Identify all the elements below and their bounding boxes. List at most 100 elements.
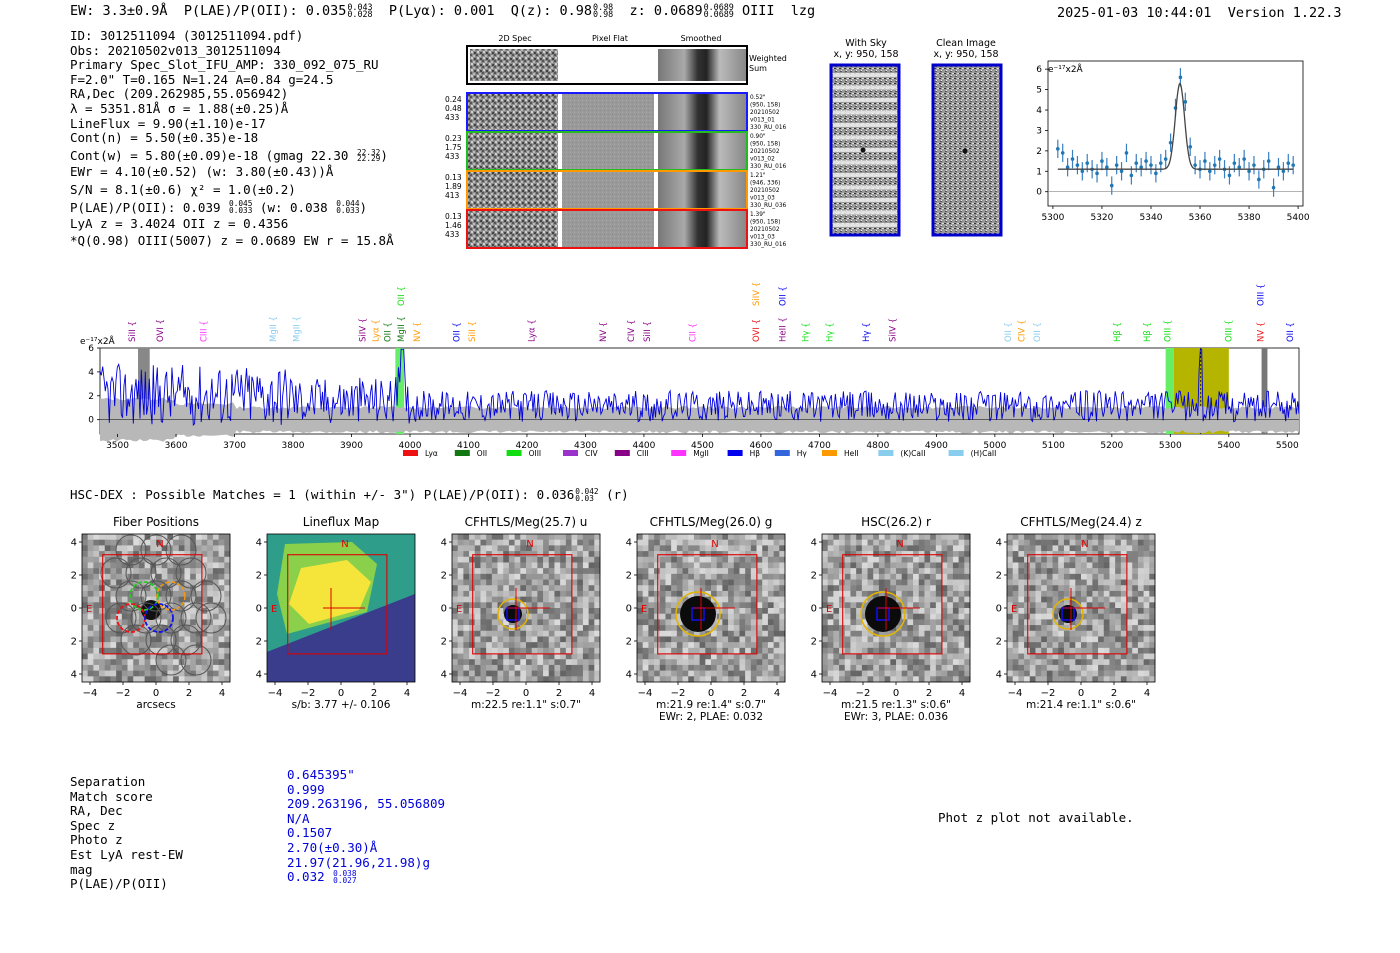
spectrum-line-marker: HeII { bbox=[778, 317, 788, 342]
svg-text:OII: OII bbox=[477, 449, 487, 458]
cutout-row-value: 0.13 bbox=[445, 212, 462, 221]
match-labels: Separation Match score RA, Dec Spec z Photo … bbox=[70, 774, 183, 892]
match-label: Photo z bbox=[70, 832, 123, 848]
timestamp: 2025-01-03 10:44:01 bbox=[1057, 5, 1212, 21]
spectrum-line-marker: Hγ { bbox=[862, 322, 872, 342]
line-fit-point bbox=[1183, 100, 1188, 104]
cutout-panel-caption: arcsecs bbox=[136, 699, 175, 711]
info-sn: S/N = 8.1(±0.6) χ² = 1.0(±0.2) bbox=[70, 181, 296, 197]
line-fit-point bbox=[1114, 163, 1119, 167]
cutout-red-box bbox=[287, 554, 388, 655]
cutout-ytick: 0 bbox=[996, 604, 1002, 615]
spectrum-line-marker: OII { bbox=[1286, 322, 1296, 342]
spectrum-legend-item: CIII bbox=[614, 449, 649, 458]
cutout-row-value: 433 bbox=[445, 230, 460, 239]
with-sky-image bbox=[829, 63, 901, 237]
cutout-col-smoothed: Smoothed bbox=[681, 34, 722, 43]
cutout-panel-title: HSC(26.2) r bbox=[861, 515, 931, 529]
line-fit-point bbox=[1266, 159, 1271, 163]
cutout-xtick: 4 bbox=[774, 688, 780, 699]
spectrum-ytick: 0 bbox=[88, 416, 94, 426]
cutout-ytick: −4 bbox=[625, 670, 632, 681]
line-fit-point bbox=[1075, 163, 1080, 167]
cutout-xtick: 0 bbox=[153, 688, 159, 699]
svg-text:(H)CaII: (H)CaII bbox=[971, 449, 997, 458]
svg-text:MgII: MgII bbox=[693, 449, 709, 458]
spectrum-line-marker: Lyα { bbox=[528, 319, 538, 342]
line-fit-point bbox=[1168, 140, 1173, 145]
spectrum-xtick: 3500 bbox=[106, 441, 129, 451]
spectrum-line-marker: Hβ { bbox=[1143, 322, 1153, 342]
cutout-row-value: 0.23 bbox=[445, 134, 462, 143]
svg-text:MgII {: MgII { bbox=[269, 316, 279, 342]
cutout-col-pixelflat: Pixel Flat bbox=[592, 34, 628, 43]
svg-text:Hγ {: Hγ { bbox=[825, 322, 835, 342]
spectrum-line-marker: OIII { bbox=[1163, 320, 1173, 342]
cutout-panel: HSC(26.2) r N E 4 2 0 −2 −4 −4 −2 0 2 4 m:21.5 re:1.3… bbox=[802, 512, 975, 731]
line-fit-frame bbox=[1047, 60, 1304, 207]
header-line: OIII bbox=[741, 3, 775, 19]
cutout-panel: CFHTLS/Meg(25.7) u N E 4 2 0 −2 −4 −4 −2 0 2 4 m:22.5… bbox=[432, 512, 605, 731]
svg-text:Hβ: Hβ bbox=[750, 449, 761, 458]
cutout-panel: CFHTLS/Meg(24.4) z N E 4 2 0 −2 −4 −4 −2 0 2 4 m:21.4… bbox=[987, 512, 1160, 731]
cutout-row-meta: (950, 158) bbox=[750, 103, 780, 109]
cutout-panel-image bbox=[82, 534, 231, 683]
spectrum-legend-item: Hβ bbox=[727, 449, 761, 458]
spectrum-xtick: 3600 bbox=[165, 441, 188, 451]
cutout-panel-title: Fiber Positions bbox=[113, 515, 199, 529]
spectrum-xtick: 4500 bbox=[691, 441, 714, 451]
spectrum-band-oiii bbox=[1165, 348, 1174, 434]
cutout-row-value: 1.75 bbox=[445, 143, 462, 152]
spectrum-line-marker: CIV { bbox=[1018, 320, 1028, 342]
line-fit-point bbox=[1154, 171, 1158, 176]
spectrum-line-marker: SiIV { bbox=[359, 318, 369, 342]
line-fit-ytick: 4 bbox=[1036, 106, 1042, 116]
svg-text:OIII {: OIII { bbox=[1225, 320, 1235, 342]
cutout-row-meta: 1.39" bbox=[750, 212, 766, 218]
east-label: E bbox=[826, 604, 832, 615]
cutout-xtick: 2 bbox=[556, 688, 562, 699]
svg-text:CIII: CIII bbox=[637, 449, 649, 458]
cutout-ytick: 2 bbox=[811, 571, 817, 582]
cutout-red-box bbox=[102, 554, 203, 655]
spectrum-line-marker: CII { bbox=[688, 323, 698, 342]
spectrum-legend-item: (H)CaII bbox=[948, 449, 997, 458]
north-label: N bbox=[156, 539, 163, 550]
cutout-row-meta: 20210502 bbox=[750, 227, 780, 233]
cutout-ytick: −4 bbox=[255, 670, 262, 681]
spectrum-xtick: 4200 bbox=[516, 441, 539, 451]
line-fit-point bbox=[1208, 169, 1212, 174]
line-fit-point bbox=[1237, 165, 1242, 169]
line-fit-xtick: 5400 bbox=[1287, 213, 1310, 223]
line-fit-unit: e⁻¹⁷x2Å bbox=[1048, 63, 1084, 75]
east-label: E bbox=[641, 604, 647, 615]
cutout-ytick: 2 bbox=[996, 571, 1002, 582]
hsc-dex-summary: HSC-DEX : Possible Matches = 1 (within +… bbox=[70, 486, 629, 503]
line-fit-ytick: 0 bbox=[1036, 188, 1042, 198]
spectrum-line-marker: SiIV { bbox=[888, 318, 898, 342]
spectrum-line-marker: Hγ { bbox=[801, 322, 811, 342]
line-fit-point bbox=[1070, 157, 1075, 161]
svg-text:CIV {: CIV { bbox=[627, 320, 637, 342]
cutout-panel-caption2: EWr: 2, PLAE: 0.032 bbox=[659, 711, 763, 723]
east-label: E bbox=[1011, 604, 1017, 615]
match-values: 0.645395" 0.999 209.263196, 55.056809 N/A 0.… bbox=[287, 767, 445, 885]
line-fit-point bbox=[1119, 169, 1124, 174]
cutout-ytick: −4 bbox=[440, 670, 447, 681]
cutout-row-meta: 20210502 bbox=[750, 149, 780, 155]
cutout-row-value: 0.48 bbox=[445, 104, 462, 113]
line-fit-point bbox=[1242, 157, 1246, 161]
spectrum-xtick: 4000 bbox=[399, 441, 422, 451]
cutout-panel: Lineflux Map N E 4 2 0 −2 −4 −4 −2 0 2 4 s/b: 3.77 +/… bbox=[247, 512, 420, 731]
spectrum-legend-item: HeII bbox=[822, 449, 859, 458]
match-label: Match score bbox=[70, 788, 153, 804]
spectrum-xtick: 4800 bbox=[866, 441, 889, 451]
spectrum-legend-item: OIII bbox=[506, 449, 541, 458]
spectrum-xtick: 5200 bbox=[1100, 441, 1123, 451]
spectrum-xtick: 5000 bbox=[983, 441, 1006, 451]
cutout-panel-image bbox=[637, 534, 786, 683]
svg-text:Hβ {: Hβ { bbox=[1143, 322, 1153, 342]
spectrum-line-marker: MgII { bbox=[397, 316, 407, 342]
spectrum-band-gray2 bbox=[1261, 348, 1268, 434]
spectrum-xtick: 4700 bbox=[808, 441, 831, 451]
